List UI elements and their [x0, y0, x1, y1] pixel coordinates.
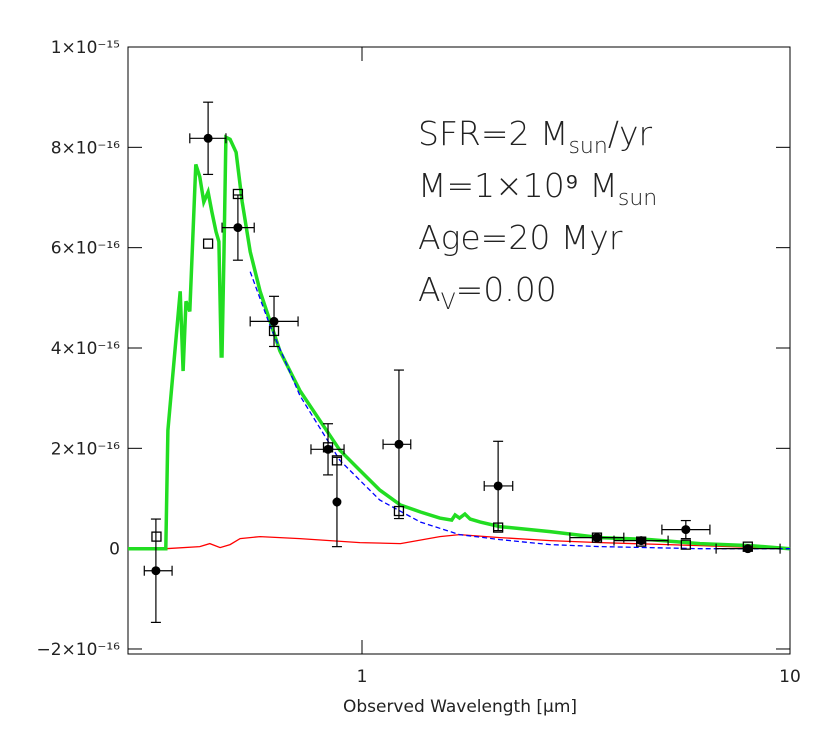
model-line	[249, 271, 790, 550]
observed-point	[233, 223, 243, 233]
annotation-text: A	[418, 270, 441, 309]
x-axis-label: Observed Wavelength [μm]	[343, 697, 577, 717]
annotation: SFR=2 Msun/yr	[418, 114, 652, 159]
annotation-text: M=1×10⁹ M	[418, 166, 618, 205]
y-tick-label: 8×10⁻¹⁶	[51, 138, 120, 158]
observed-point	[269, 316, 279, 326]
model-point	[202, 238, 214, 249]
annotation-subscript: V	[441, 290, 456, 315]
observed-point	[636, 536, 646, 546]
model-line	[165, 533, 791, 550]
observed-point	[332, 497, 342, 507]
annotation-text: =0.00	[456, 270, 557, 309]
observed-point	[203, 133, 213, 143]
observed-point	[394, 439, 404, 449]
annotation: AV=0.00	[418, 270, 557, 315]
x-tick-label: 1	[357, 667, 368, 687]
y-tick-label: −2×10⁻¹⁶	[36, 640, 120, 660]
observed-point	[681, 525, 691, 535]
y-tick-label: 2×10⁻¹⁶	[51, 439, 120, 459]
observed-point	[743, 544, 753, 554]
observed-point	[493, 481, 503, 491]
observed-point	[323, 444, 333, 454]
annotation-subscript: sun	[618, 186, 657, 211]
y-tick-label: 0	[109, 540, 120, 560]
y-tick-label: 1×10⁻¹⁵	[51, 38, 120, 58]
model-line	[128, 134, 791, 551]
observed-point	[592, 533, 602, 543]
annotation-text: Age=20 Myr	[418, 218, 623, 257]
annotation-subscript: sun	[568, 134, 607, 159]
x-tick-label: 10	[779, 667, 801, 687]
plot-frame	[127, 46, 791, 655]
y-tick-label: 4×10⁻¹⁶	[51, 339, 120, 359]
y-tick-label: 6×10⁻¹⁶	[51, 239, 120, 259]
model-point	[680, 539, 691, 550]
annotation-text: /yr	[608, 114, 653, 153]
annotation-text: SFR=2 M	[418, 114, 568, 153]
annotation: Age=20 Myr	[418, 218, 623, 257]
observed-point	[151, 566, 161, 576]
annotation: M=1×10⁹ Msun	[418, 166, 657, 211]
